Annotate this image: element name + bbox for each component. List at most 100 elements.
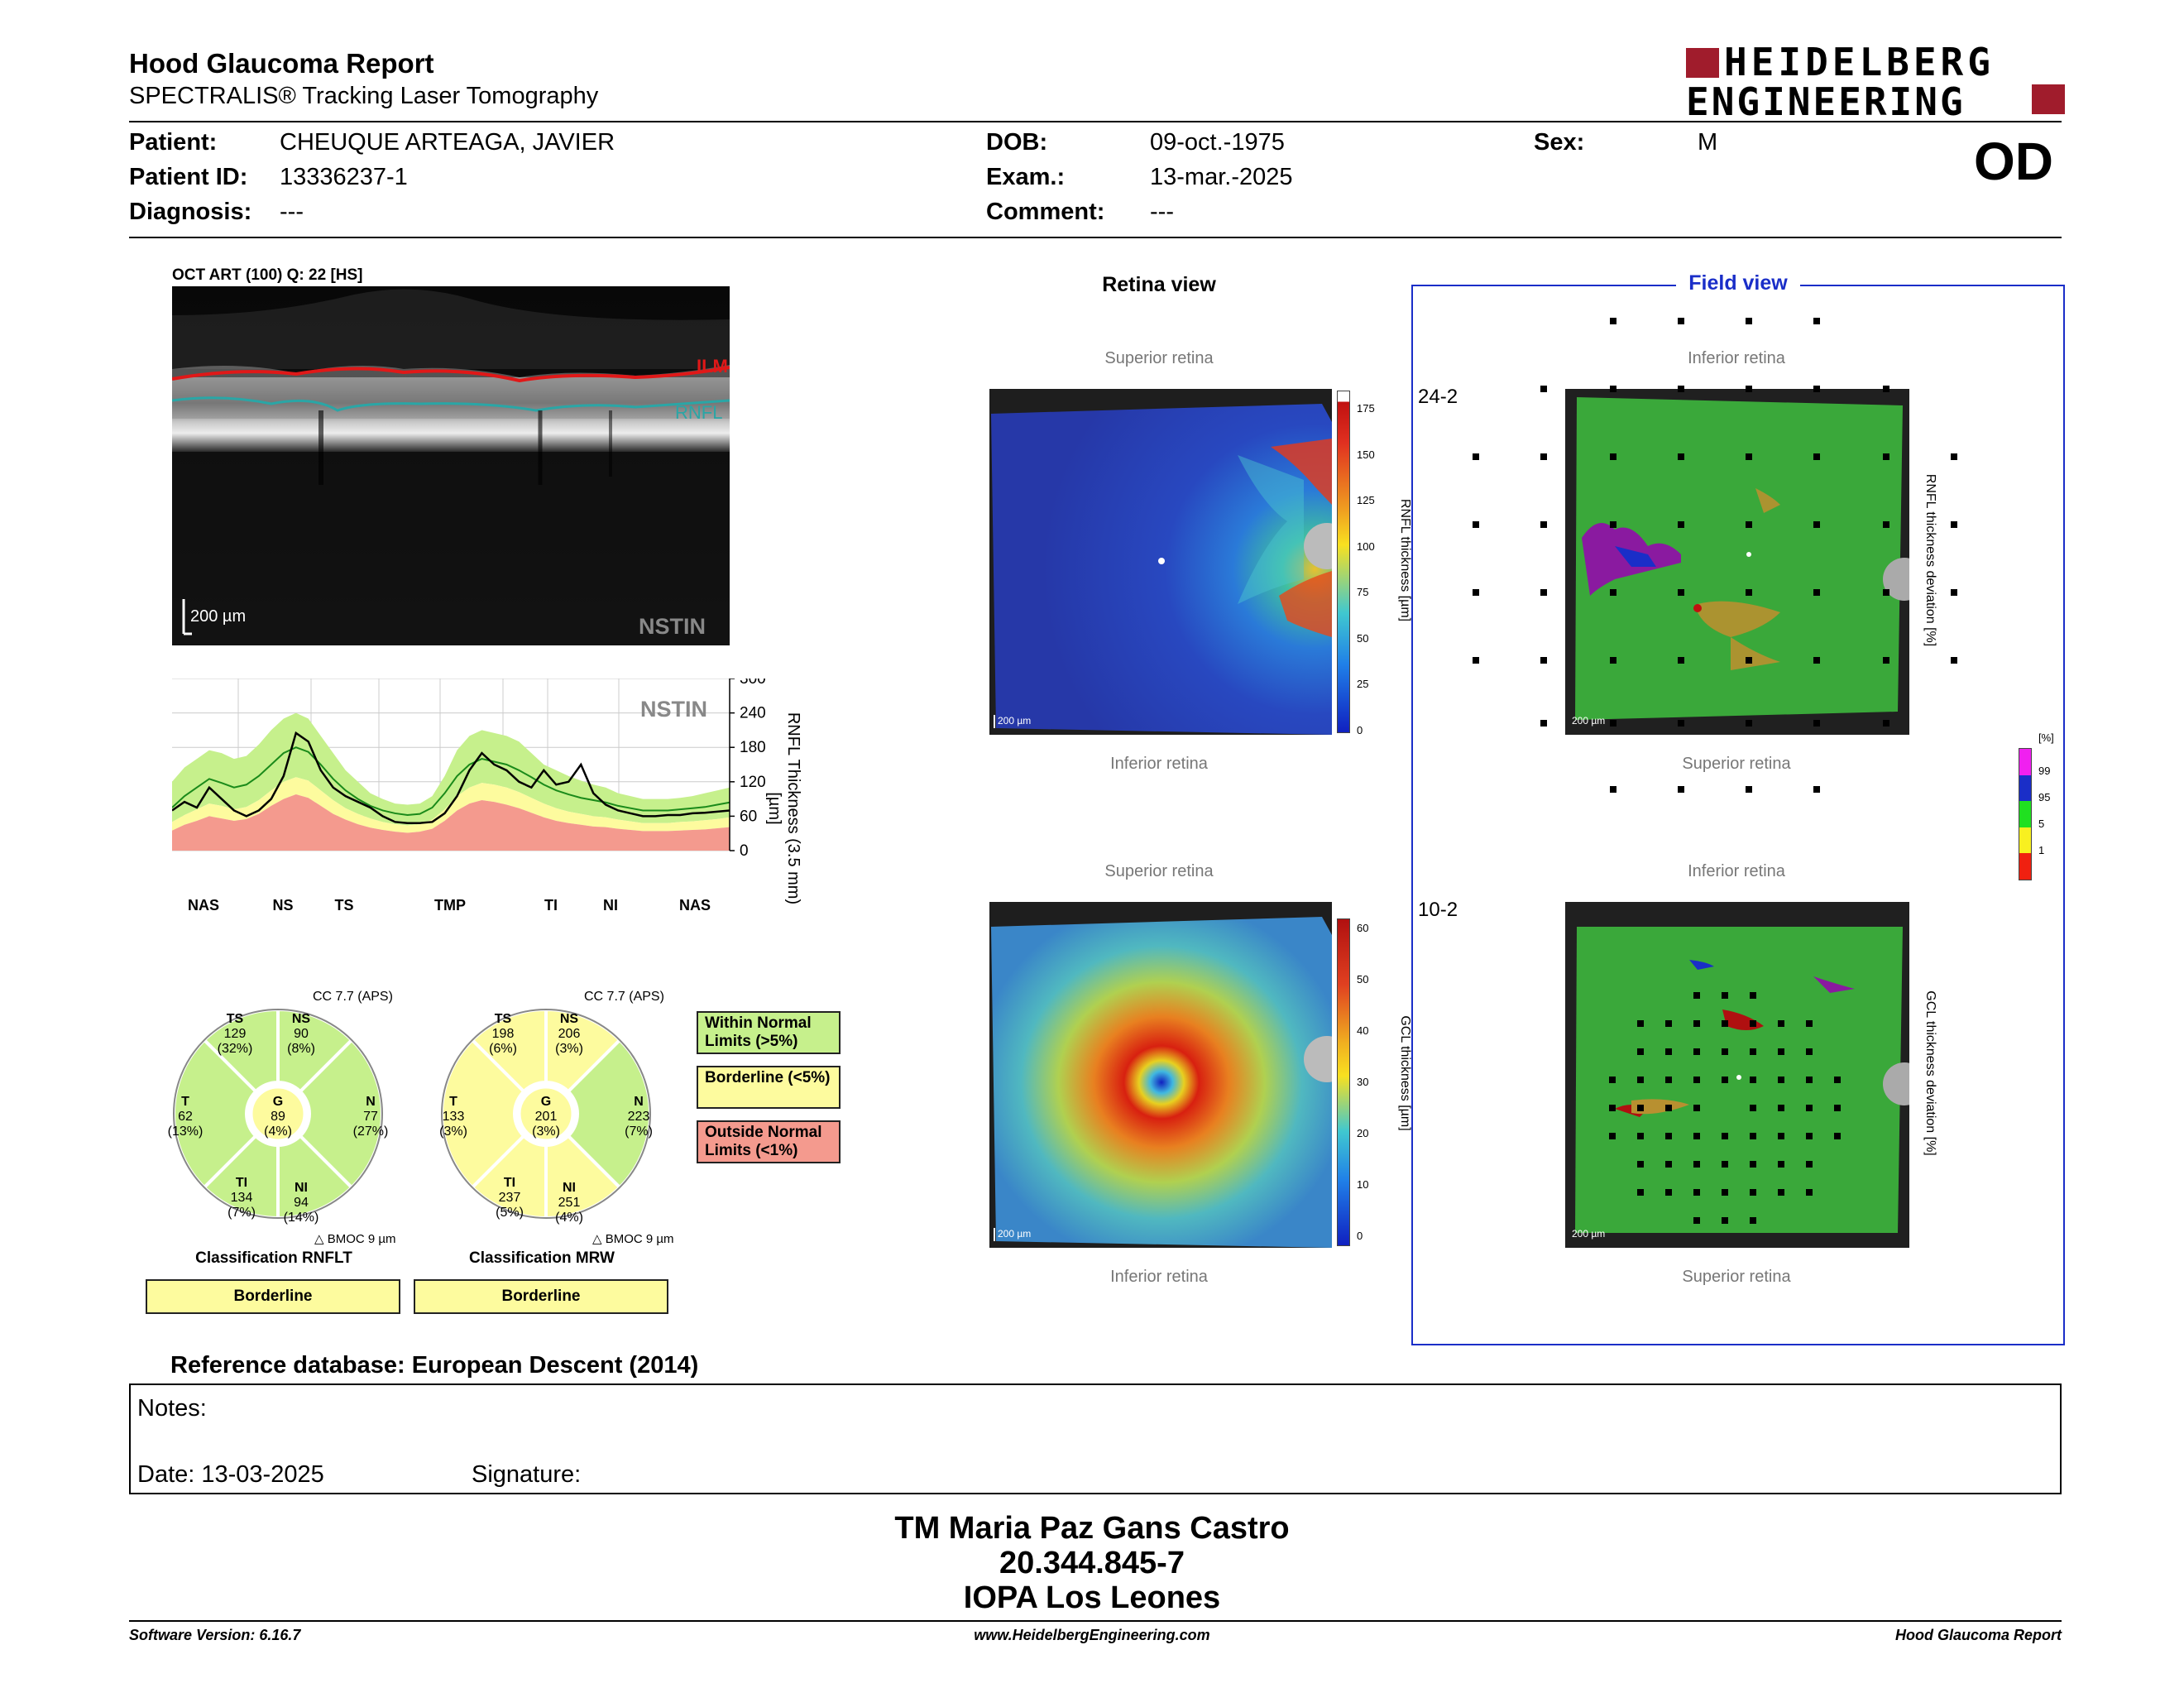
- test-point-28: [1610, 589, 1616, 596]
- label-10-2: 10-2: [1418, 899, 1458, 921]
- test-point-24: [1883, 521, 1889, 528]
- field-242-bottom-label: Superior retina: [1682, 755, 1791, 773]
- sector-name-ni: NI: [563, 1181, 576, 1195]
- rnfl-ticks-3: 100: [1357, 539, 1375, 553]
- signer-id: 20.344.845-7: [999, 1546, 1185, 1580]
- sector-pct-ti: (7%): [228, 1206, 256, 1220]
- sector-pct-t: (13%): [168, 1125, 204, 1139]
- test-point-48: [1610, 786, 1616, 793]
- gcl-deviation-map-10-2: 200 µm: [1565, 902, 1909, 1248]
- test-point-53: [1722, 992, 1728, 999]
- website-link[interactable]: www.HeidelbergEngineering.com: [974, 1627, 1210, 1643]
- sector-value-g: 89: [271, 1110, 285, 1124]
- mrw-bmoc-text: BMOC 9 µm: [605, 1232, 674, 1246]
- test-point-38: [1746, 657, 1752, 664]
- diagnosis-label: Diagnosis:: [129, 199, 252, 225]
- test-point-25: [1951, 521, 1957, 528]
- pct-unit: [%]: [2038, 731, 2054, 744]
- rnfl-label: RNFL: [675, 402, 723, 423]
- test-point-7: [1746, 386, 1752, 392]
- test-point-95: [1637, 1161, 1644, 1168]
- sector-name-n: N: [366, 1095, 376, 1109]
- sector-name-ti: TI: [504, 1176, 515, 1190]
- pct-band-below1: [2019, 853, 2031, 880]
- sector-pct-ti: (5%): [496, 1206, 524, 1220]
- gcl-map-scale: 200 µm: [998, 1228, 1032, 1240]
- band-outside-normal: [172, 794, 730, 851]
- test-point-22: [1746, 521, 1752, 528]
- sector-g: [250, 1086, 306, 1142]
- sector-value-n: 77: [363, 1110, 378, 1124]
- sector-label-ni-5: NI: [603, 897, 618, 914]
- gcl-ticks-2: 40: [1357, 1024, 1369, 1037]
- sector-value-g: 201: [535, 1110, 558, 1124]
- test-point-78: [1609, 1105, 1616, 1111]
- test-point-20: [1610, 521, 1616, 528]
- test-point-41: [1951, 657, 1957, 664]
- comment-value: ---: [1150, 199, 1174, 225]
- test-point-52: [1693, 992, 1700, 999]
- sector-pct-ts: (32%): [218, 1042, 253, 1056]
- test-point-11: [1540, 453, 1547, 460]
- report-title: Hood Glaucoma Report: [129, 48, 434, 79]
- test-point-31: [1813, 589, 1820, 596]
- bscan-mode-label: NSTIN: [639, 614, 706, 639]
- test-point-103: [1665, 1189, 1672, 1196]
- test-point-42: [1540, 720, 1547, 727]
- test-point-21: [1678, 521, 1684, 528]
- notes-box[interactable]: Notes: Date: 13-03-2025 Signature:: [129, 1383, 2062, 1494]
- rnfl-ticks-2: 125: [1357, 494, 1375, 506]
- test-point-97: [1693, 1161, 1700, 1168]
- sector-value-ts: 198: [492, 1027, 515, 1041]
- y-axis-label-wrap: RNFL Thickness (3.5 mm) [µm]: [765, 679, 802, 927]
- legend-within-normal: Within Normal Limits (>5%): [697, 1011, 841, 1054]
- pct-ticks-3: 1: [2038, 844, 2045, 856]
- test-point-83: [1778, 1105, 1784, 1111]
- y-tick-label-0: 0: [740, 842, 749, 860]
- sector-name-ts: TS: [495, 1012, 512, 1026]
- test-point-26: [1473, 589, 1479, 596]
- test-point-9: [1883, 386, 1889, 392]
- legend-outside-normal: Outside Normal Limits (<1%): [697, 1120, 841, 1163]
- test-point-79: [1637, 1105, 1644, 1111]
- mrw-classification-label: Classification MRW: [469, 1249, 615, 1267]
- sector-name-ni: NI: [295, 1181, 308, 1195]
- sector-value-n: 223: [628, 1110, 650, 1124]
- field-242-scale: 200 µm: [1572, 715, 1606, 727]
- sector-value-t: 133: [443, 1110, 465, 1124]
- exam-label: Exam.:: [986, 164, 1066, 190]
- test-point-55: [1637, 1020, 1644, 1027]
- gcl-ticks-6: 0: [1357, 1230, 1363, 1242]
- gcl-colorbar: [1337, 918, 1350, 1246]
- retina-gcl-bottom-label: Inferior retina: [1110, 1268, 1208, 1286]
- sector-value-ti: 134: [231, 1191, 253, 1205]
- pct-ticks-2: 5: [2038, 818, 2045, 830]
- test-point-72: [1693, 1077, 1700, 1083]
- field-242-top-label: Inferior retina: [1688, 349, 1785, 367]
- mrw-classification-result: Borderline: [414, 1279, 668, 1314]
- test-point-111: [1750, 1217, 1756, 1224]
- sector-name-ns: NS: [292, 1012, 311, 1026]
- test-point-70: [1637, 1077, 1644, 1083]
- test-point-86: [1609, 1133, 1616, 1139]
- test-point-91: [1750, 1133, 1756, 1139]
- test-point-63: [1665, 1048, 1672, 1055]
- rnfl-thickness-map: 200 µm: [989, 389, 1332, 735]
- pct-legend-ticks: 99 95 5 1: [2038, 748, 2063, 880]
- test-point-99: [1750, 1161, 1756, 1168]
- test-point-39: [1813, 657, 1820, 664]
- test-point-104: [1693, 1189, 1700, 1196]
- sector-label-ts-2: TS: [334, 897, 353, 914]
- retina-view-title: Retina view: [1102, 273, 1216, 296]
- sector-name-t: T: [181, 1095, 189, 1109]
- logo-line1: HEIDELBERG: [1724, 40, 1995, 84]
- test-point-58: [1722, 1020, 1728, 1027]
- test-point-23: [1813, 521, 1820, 528]
- sector-value-ns: 90: [294, 1027, 309, 1041]
- footer-divider: [129, 1620, 2062, 1622]
- test-point-16: [1883, 453, 1889, 460]
- test-point-54: [1750, 992, 1756, 999]
- test-point-81: [1693, 1105, 1700, 1111]
- test-point-105: [1722, 1189, 1728, 1196]
- test-point-108: [1806, 1189, 1813, 1196]
